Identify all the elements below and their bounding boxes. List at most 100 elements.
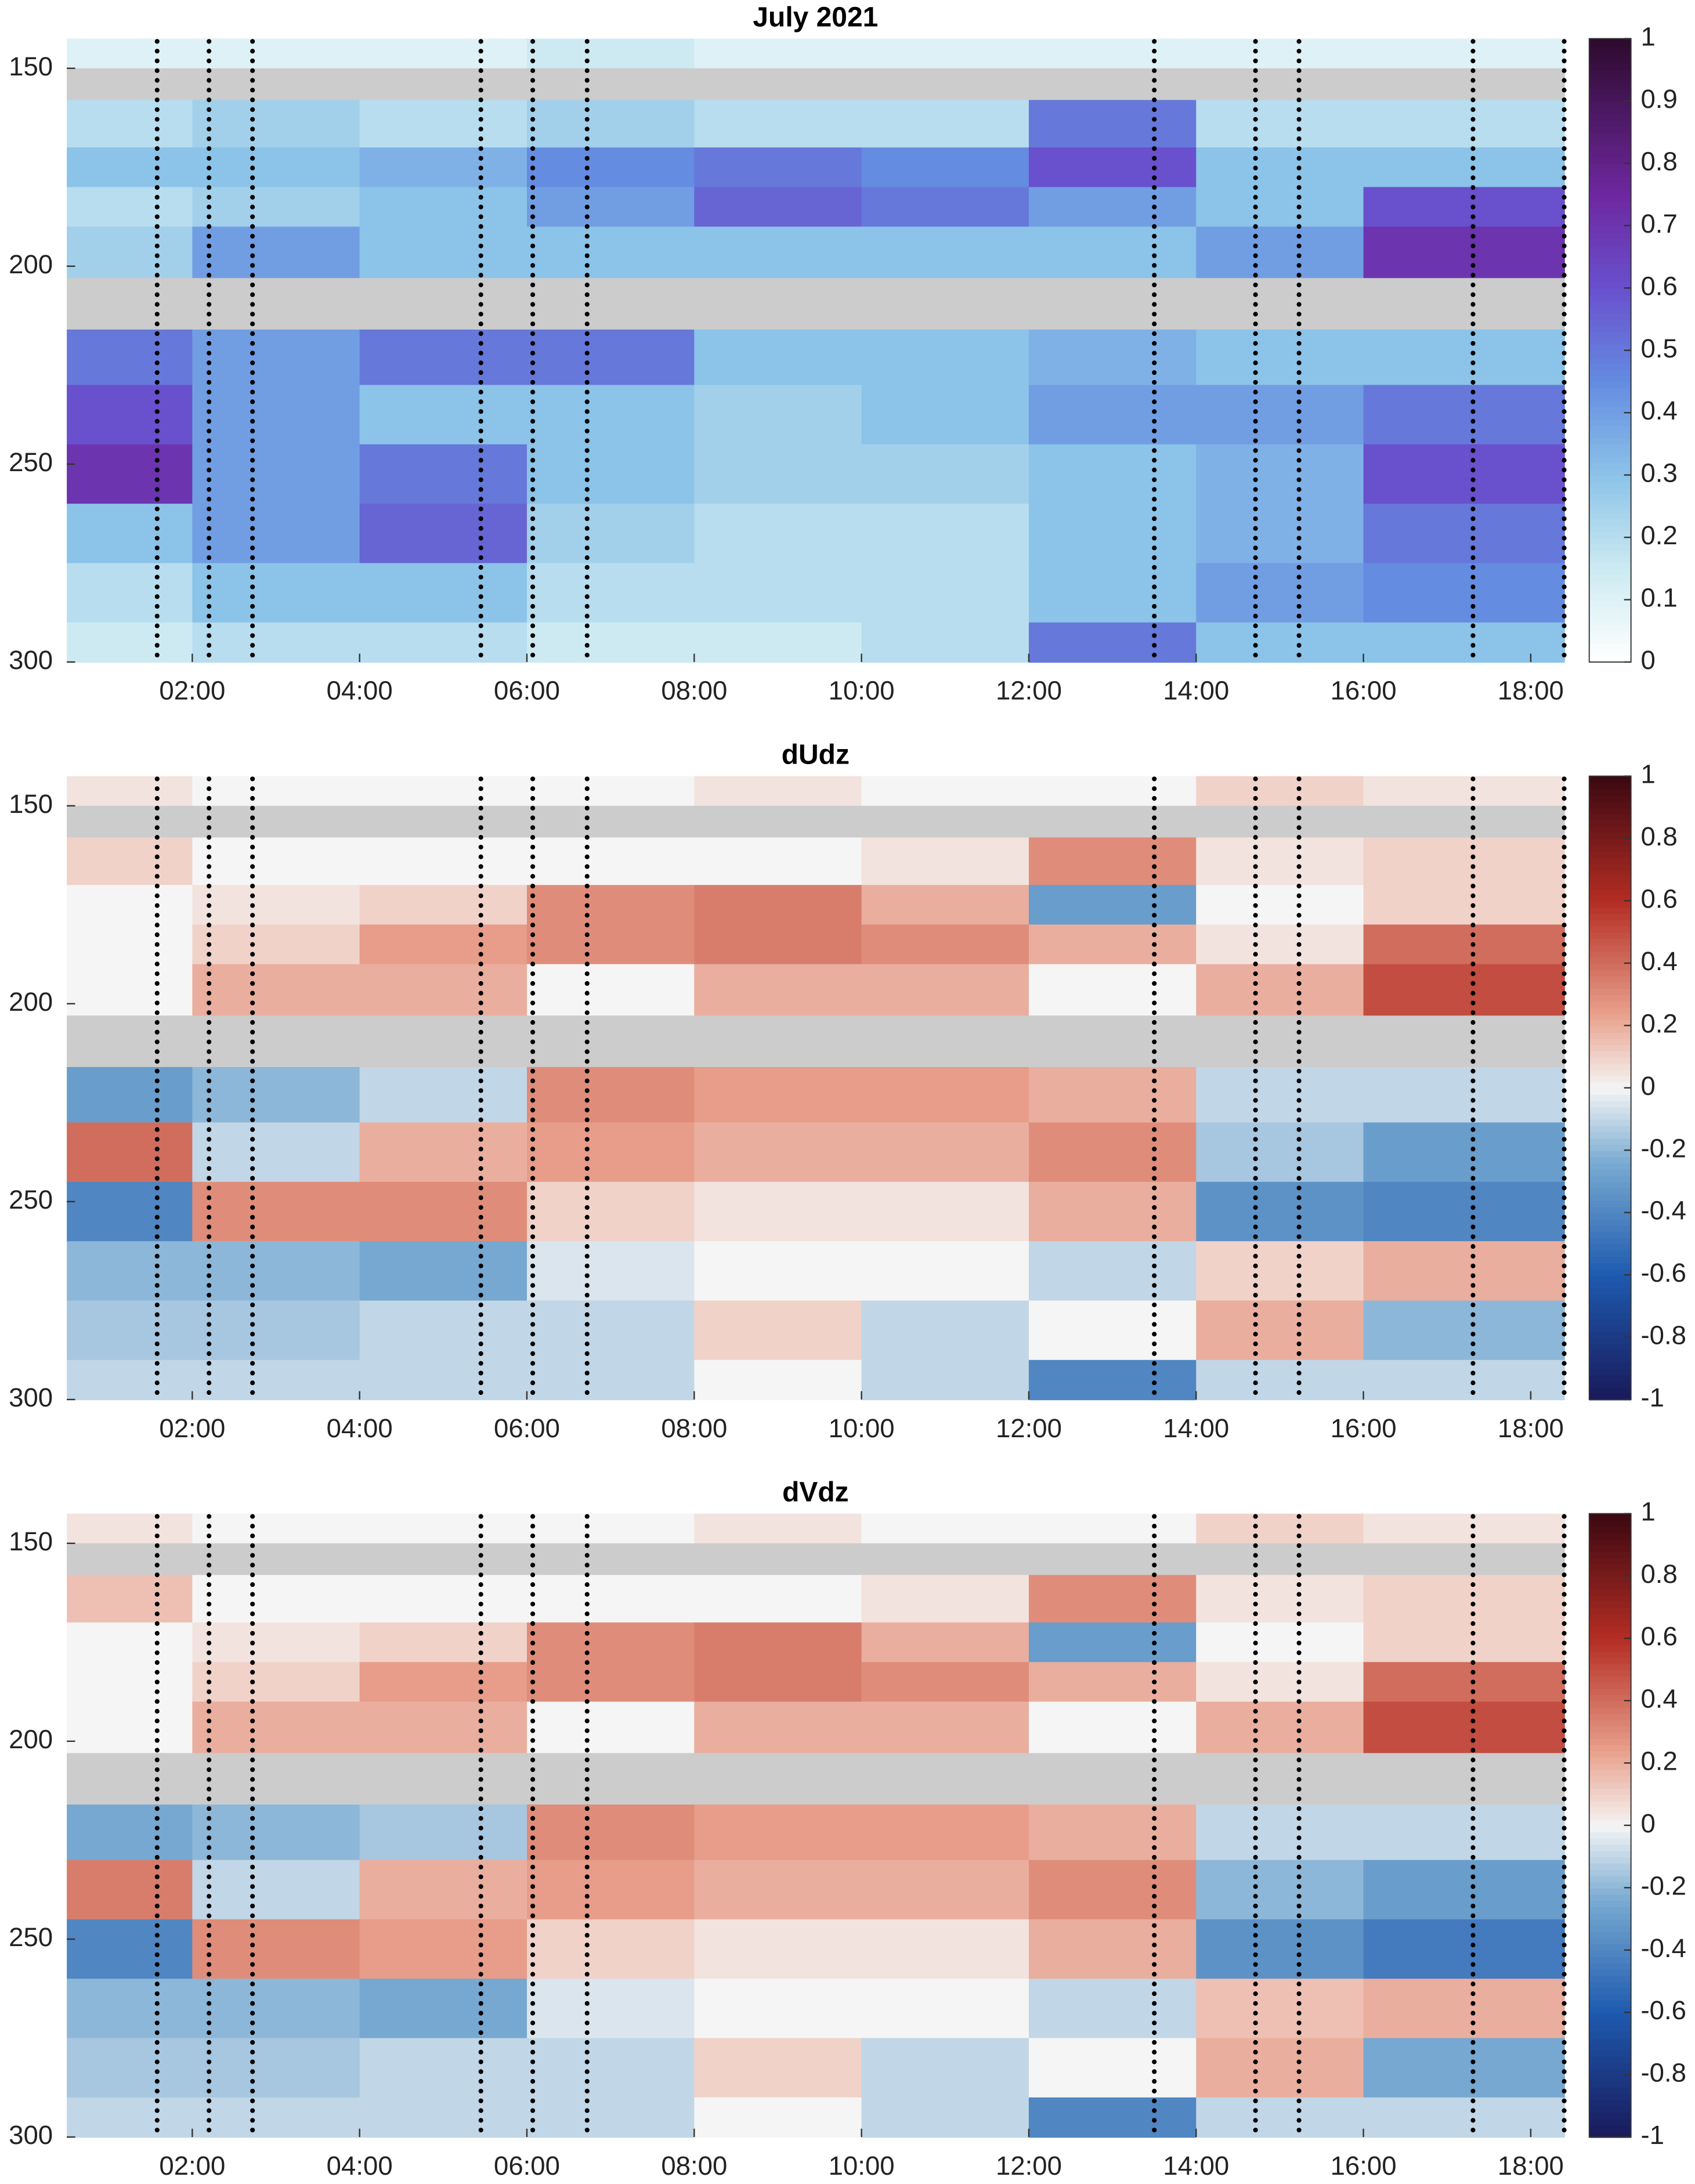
colorbar-swatch — [1589, 169, 1631, 177]
heatmap-cell — [861, 1359, 1030, 1401]
heatmap-cell — [192, 1919, 360, 1980]
colorbar-swatch — [1589, 1268, 1631, 1276]
heatmap-cell — [1196, 38, 1364, 69]
colorbar-swatch — [1589, 1330, 1631, 1339]
colorbar-label: 0.2 — [1640, 520, 1677, 550]
colorbar-swatch — [1589, 138, 1631, 146]
heatmap-cell — [694, 1701, 862, 1754]
colorbar-swatch — [1589, 1632, 1631, 1639]
heatmap-cell — [359, 1575, 528, 1623]
heatmap-cell — [1363, 38, 1565, 69]
colorbar-swatch — [1589, 1626, 1631, 1633]
missing-data — [1028, 1543, 1197, 1576]
colorbar-swatch — [1589, 574, 1631, 582]
heatmap-cell — [67, 924, 193, 965]
heatmap-cell — [359, 1622, 528, 1663]
heatmap-cell — [694, 1575, 862, 1623]
heatmap-cell — [1363, 1919, 1565, 1980]
heatmap-cell — [359, 837, 528, 886]
heatmap-cell — [526, 1300, 695, 1361]
heatmap-cell — [1196, 1300, 1364, 1361]
colorbar-swatch — [1589, 1594, 1631, 1602]
heatmap-cell — [861, 1919, 1030, 1980]
colorbar-label: 0.3 — [1640, 458, 1677, 488]
missing-data — [1196, 805, 1364, 838]
heatmap-cell — [1028, 1662, 1197, 1702]
colorbar-swatch — [1589, 1706, 1631, 1714]
y-tick-label: 150 — [9, 1527, 53, 1556]
colorbar-swatch — [1589, 1981, 1631, 1988]
heatmap-cell — [1196, 100, 1364, 149]
missing-data — [1028, 1753, 1197, 1806]
heatmap-cell — [1028, 1181, 1197, 1242]
heatmap-cell — [1363, 385, 1565, 445]
heatmap-cell — [694, 924, 862, 965]
heatmap-cell — [1363, 187, 1565, 227]
colorbar-swatch — [1589, 200, 1631, 208]
missing-data — [1363, 278, 1565, 331]
colorbar-swatch — [1589, 1013, 1631, 1021]
x-tick-label: 12:00 — [996, 1413, 1062, 1443]
colorbar-swatch — [1589, 901, 1631, 908]
heatmap-cell — [1196, 385, 1364, 445]
heatmap-cell — [526, 100, 695, 149]
heatmap-cell — [1028, 964, 1197, 1017]
colorbar-swatch — [1589, 1069, 1631, 1076]
heatmap-cell — [694, 504, 862, 564]
missing-data — [192, 805, 360, 838]
colorbar-swatch — [1589, 1750, 1631, 1758]
colorbar-swatch — [1589, 1237, 1631, 1245]
missing-data — [1363, 68, 1565, 101]
heatmap-cell — [359, 2038, 528, 2099]
colorbar-swatch — [1589, 1738, 1631, 1745]
colorbar-swatch — [1589, 1644, 1631, 1652]
heatmap-cell — [67, 2038, 193, 2099]
colorbar-swatch — [1589, 57, 1631, 64]
heatmap-cell — [67, 837, 193, 886]
heatmap-cell — [694, 1979, 862, 2039]
heatmap-cell — [694, 147, 862, 188]
x-tick-label: 06:00 — [494, 2151, 560, 2181]
colorbar-swatch — [1589, 475, 1631, 482]
missing-data — [359, 68, 528, 101]
colorbar-swatch — [1589, 1532, 1631, 1540]
colorbar-swatch — [1589, 1638, 1631, 1646]
colorbar-swatch — [1589, 1744, 1631, 1752]
missing-data — [1196, 1015, 1364, 1068]
colorbar-swatch — [1589, 1688, 1631, 1695]
colorbar-swatch — [1589, 1906, 1631, 1914]
colorbar-swatch — [1589, 944, 1631, 952]
y-tick-label: 300 — [9, 1383, 53, 1412]
missing-data — [526, 1753, 695, 1806]
heatmap-cell — [526, 1919, 695, 1980]
heatmap-cell — [861, 385, 1030, 445]
heatmap-cell — [1363, 1066, 1565, 1123]
colorbar-swatch — [1589, 1931, 1631, 1939]
heatmap-cell — [861, 147, 1030, 188]
colorbar-swatch — [1589, 1306, 1631, 1314]
heatmap-cell — [1196, 1805, 1364, 1861]
heatmap-cell — [1363, 776, 1565, 807]
colorbar-label: -0.4 — [1640, 1196, 1686, 1225]
colorbar-swatch — [1589, 175, 1631, 183]
heatmap-cell — [359, 504, 528, 564]
colorbar-swatch — [1589, 1087, 1631, 1095]
heatmap-cell — [192, 1181, 360, 1242]
colorbar-swatch — [1589, 1150, 1631, 1158]
colorbar-swatch — [1589, 213, 1631, 220]
colorbar-swatch — [1589, 1663, 1631, 1670]
colorbar-swatch — [1589, 1206, 1631, 1214]
colorbar-swatch — [1589, 101, 1631, 109]
heatmap-cell — [526, 187, 695, 227]
heatmap-cell — [861, 1622, 1030, 1663]
colorbar-swatch — [1589, 1212, 1631, 1220]
heatmap-cell — [526, 1979, 695, 2039]
heatmap-cell — [359, 329, 528, 386]
colorbar-swatch — [1589, 393, 1631, 402]
colorbar-swatch — [1589, 1300, 1631, 1307]
missing-data — [359, 1015, 528, 1068]
heatmap-cell — [861, 924, 1030, 965]
heatmap-cell — [67, 226, 193, 279]
heatmap-cell — [1028, 1300, 1197, 1361]
colorbar-swatch — [1589, 2006, 1631, 2013]
